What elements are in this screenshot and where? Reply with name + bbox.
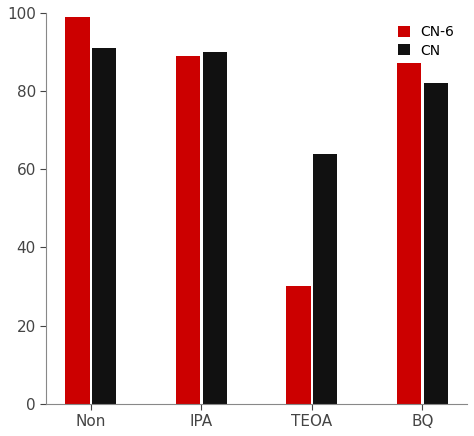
Bar bbox=[176, 56, 200, 404]
Bar bbox=[92, 48, 117, 404]
Bar bbox=[65, 17, 90, 404]
Bar bbox=[424, 83, 448, 404]
Bar bbox=[313, 153, 337, 404]
Bar bbox=[202, 52, 227, 404]
Bar bbox=[397, 60, 421, 404]
Bar bbox=[286, 286, 310, 404]
Legend: CN-6, CN: CN-6, CN bbox=[393, 20, 460, 63]
